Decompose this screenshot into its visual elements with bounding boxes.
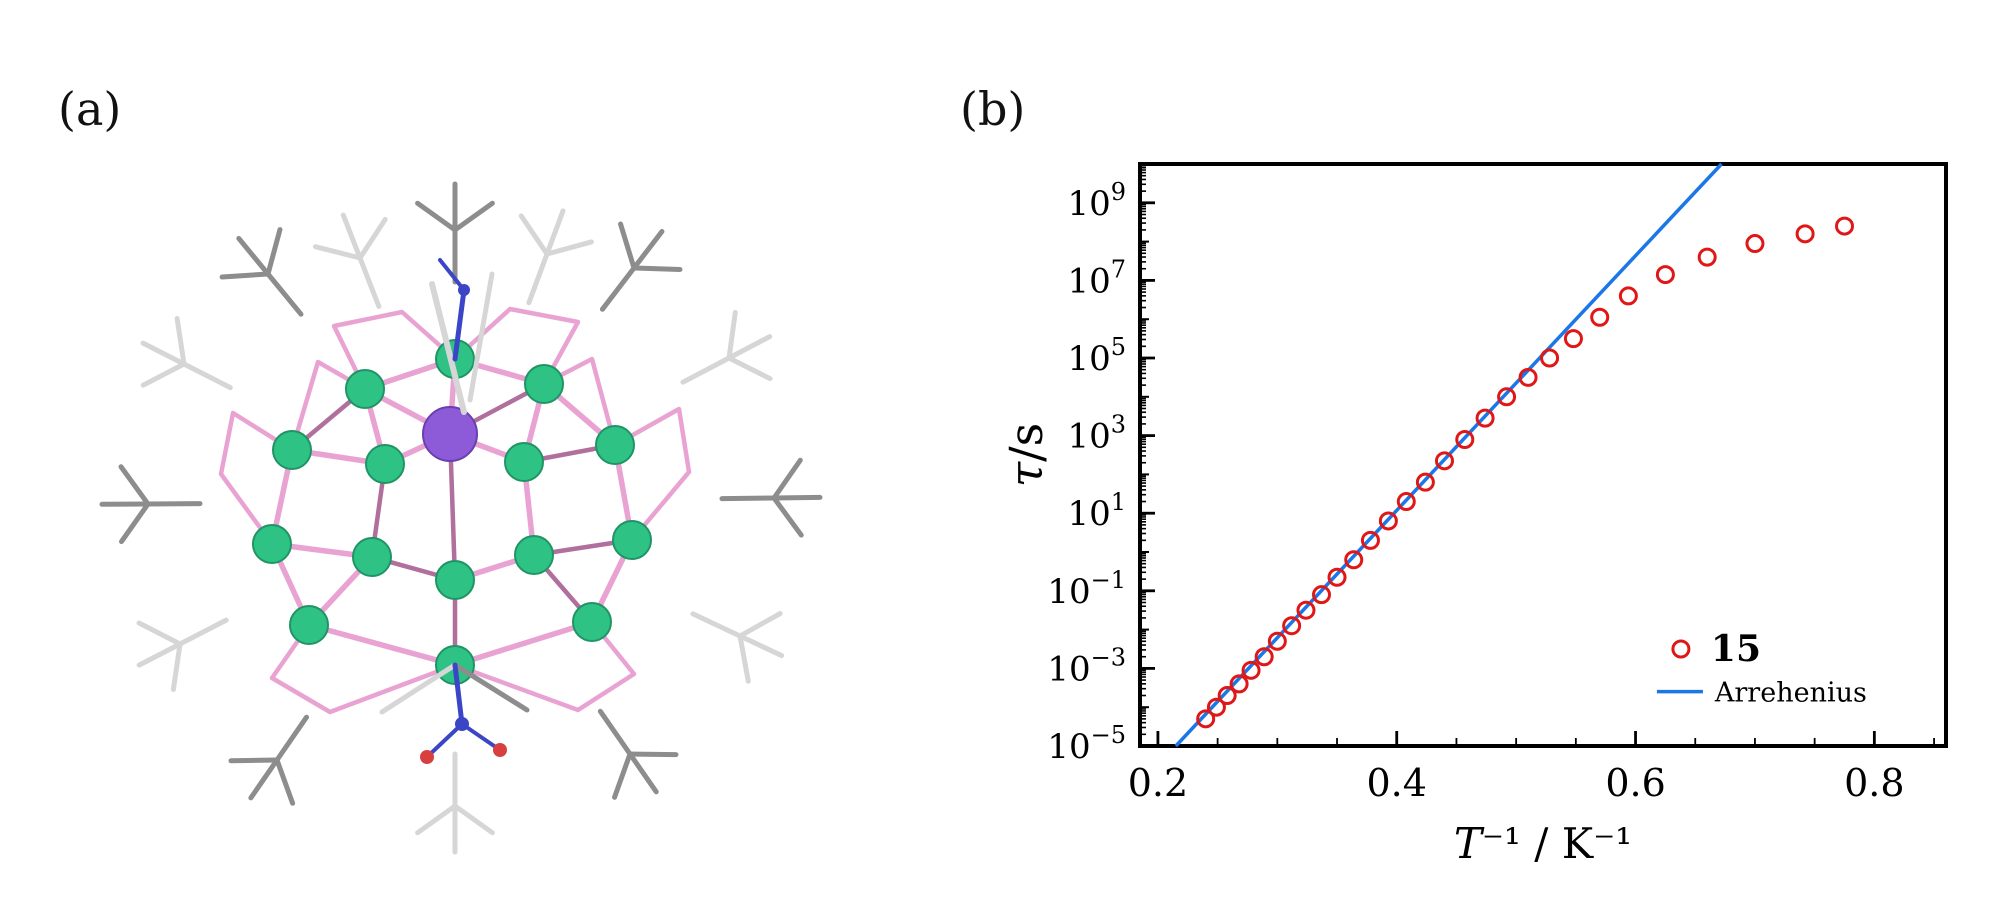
svg-text:0.6: 0.6	[1605, 761, 1665, 805]
svg-text:10−3: 10−3	[1047, 643, 1126, 689]
molecule-structure-image	[99, 181, 823, 855]
svg-text:T⁻¹ / K⁻¹: T⁻¹ / K⁻¹	[1454, 819, 1632, 868]
svg-text:103: 103	[1067, 411, 1126, 457]
svg-text:0.8: 0.8	[1844, 761, 1904, 805]
svg-text:107: 107	[1067, 255, 1126, 301]
svg-text:τ/s: τ/s	[999, 423, 1053, 488]
svg-text:10−1: 10−1	[1047, 566, 1126, 612]
panel-a-label: (a)	[58, 82, 122, 136]
panel-b-label: (b)	[960, 82, 1026, 136]
svg-text:101: 101	[1067, 488, 1126, 534]
svg-text:15: 15	[1711, 628, 1761, 670]
relaxation-time-plot: 10−5 10−3 10−1 101 103 105 107 109 0.2 0.4 0.6 0.8 τ…	[999, 162, 1948, 868]
svg-text:Arrehenius: Arrehenius	[1714, 678, 1867, 709]
svg-text:105: 105	[1067, 333, 1126, 379]
svg-text:0.4: 0.4	[1367, 761, 1427, 805]
svg-text:0.2: 0.2	[1128, 761, 1188, 805]
svg-text:109: 109	[1067, 178, 1126, 224]
svg-text:10−5: 10−5	[1047, 721, 1126, 767]
